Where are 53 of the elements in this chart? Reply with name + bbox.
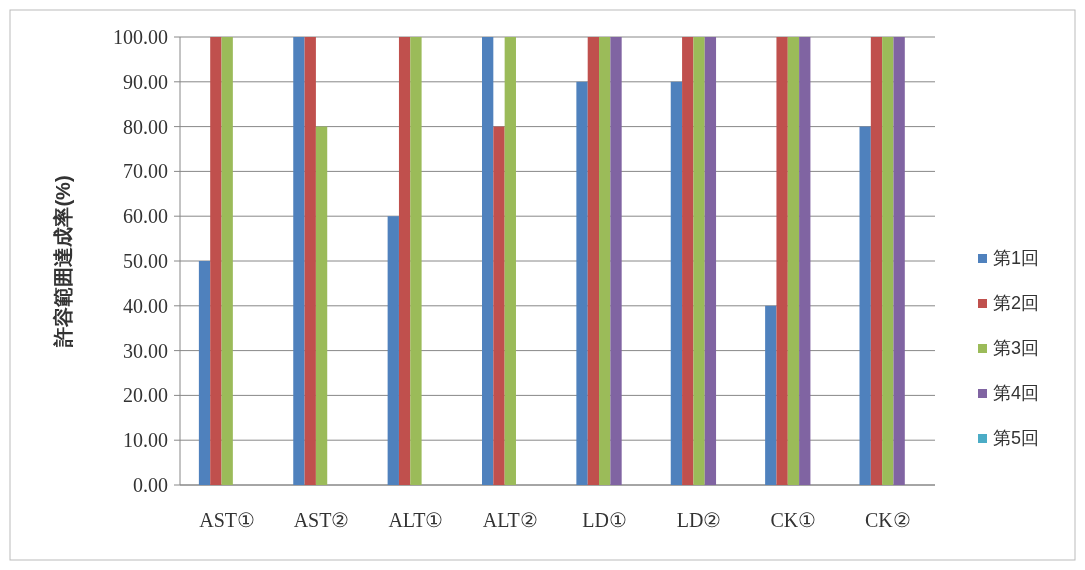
bar: [765, 305, 777, 485]
y-tick-label: 0.00: [133, 474, 168, 496]
bar: [315, 126, 328, 485]
y-tick-label: 80.00: [123, 115, 168, 138]
bar: [610, 37, 622, 485]
bar: [398, 37, 411, 485]
bar: [893, 37, 905, 485]
bar: [787, 37, 800, 485]
bar: [493, 126, 505, 485]
bar: [304, 37, 316, 485]
bar: [776, 37, 788, 485]
bar: [482, 37, 494, 485]
bar: [221, 37, 233, 485]
bar: [682, 37, 694, 485]
x-tick-label: AST①: [199, 509, 256, 531]
x-tick-label: ALT②: [482, 509, 538, 531]
bar: [599, 37, 611, 485]
x-tick-label: AST②: [293, 509, 350, 531]
bar: [704, 37, 717, 485]
bar: [693, 37, 705, 485]
x-tick-label: ALT①: [388, 509, 444, 531]
bar: [198, 261, 211, 485]
bar: [387, 216, 399, 485]
legend-label: 第2回: [993, 293, 1040, 313]
bar: [870, 37, 883, 485]
y-tick-label: 20.00: [123, 384, 168, 407]
legend-label: 第3回: [993, 338, 1040, 358]
bar: [587, 37, 600, 485]
bar: [293, 37, 305, 485]
y-tick-label: 70.00: [123, 160, 168, 183]
y-tick-label: 30.00: [123, 339, 168, 362]
x-tick-label: CK②: [864, 509, 911, 531]
legend-label: 第5回: [993, 428, 1040, 448]
y-tick-label: 40.00: [123, 294, 168, 317]
bar: [670, 81, 683, 485]
bar: [504, 37, 516, 485]
bar: [210, 37, 222, 485]
x-tick-label: CK①: [770, 509, 817, 531]
y-tick-label: 50.00: [123, 250, 168, 272]
bar: [576, 81, 588, 485]
y-tick-label: 10.00: [123, 429, 168, 452]
x-tick-label: LD②: [676, 509, 722, 531]
bar: [799, 37, 811, 485]
y-tick-label: 60.00: [123, 205, 168, 228]
x-tick-label: LD①: [582, 509, 628, 531]
bar: [859, 126, 871, 485]
y-axis-title: 許容範囲達成率(%): [52, 175, 74, 348]
legend-label: 第4回: [993, 383, 1040, 403]
bar: [882, 37, 894, 485]
y-tick-label: 100.00: [113, 26, 168, 48]
bar: [410, 37, 422, 485]
y-tick-label: 90.00: [123, 70, 168, 93]
legend-label: 第1回: [993, 248, 1040, 268]
